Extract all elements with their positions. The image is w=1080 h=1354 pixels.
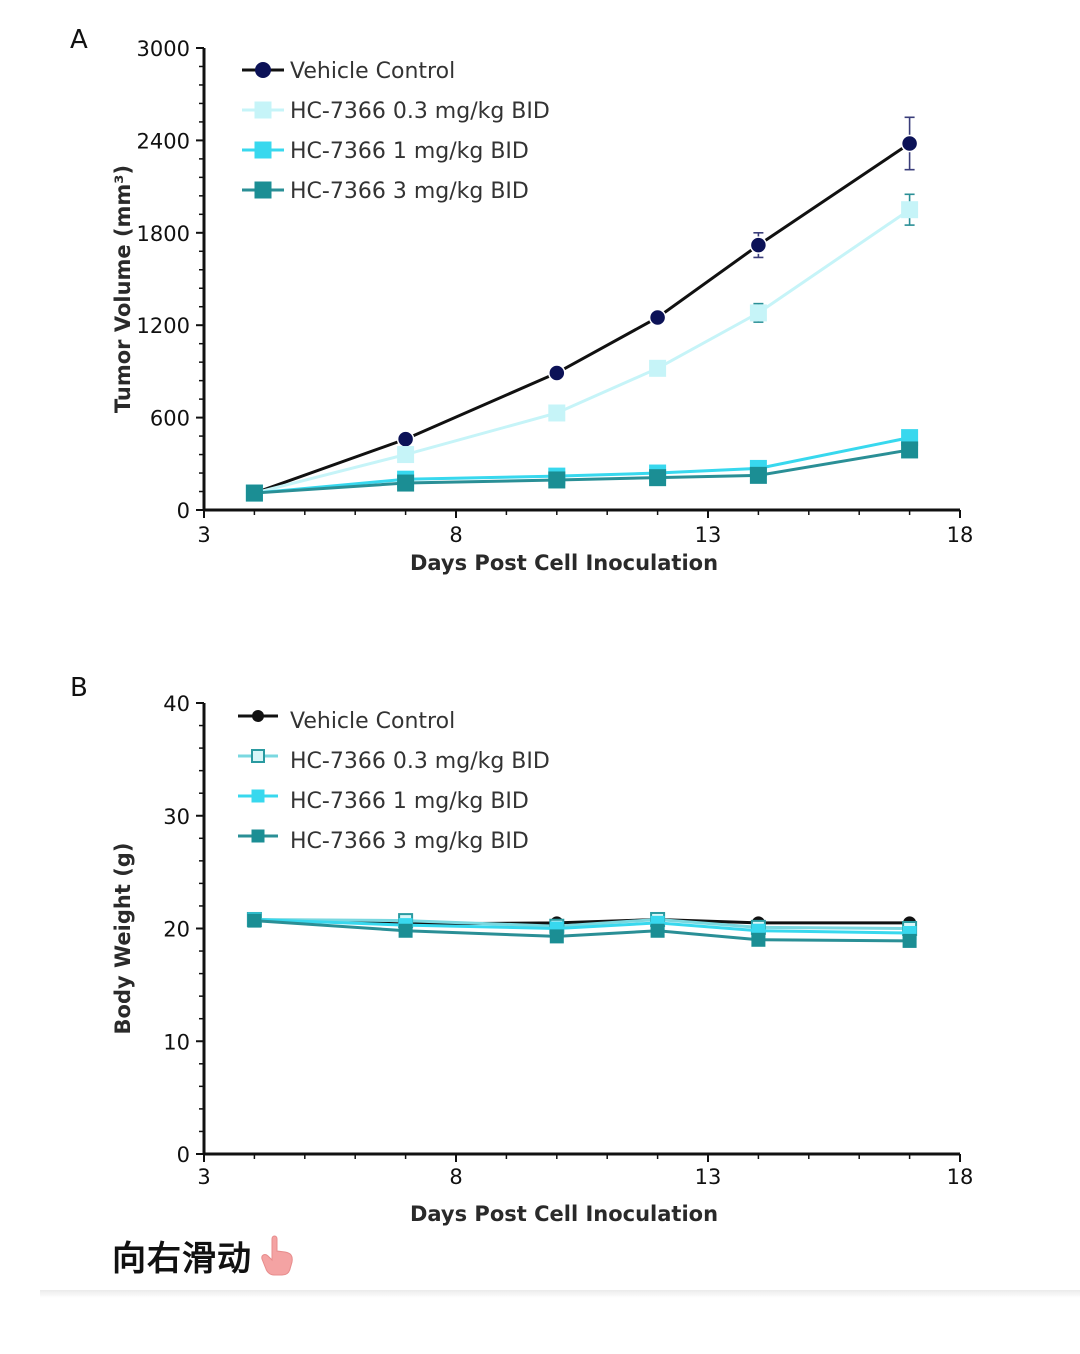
legend-marker <box>254 101 272 119</box>
panel-label: B <box>70 673 88 703</box>
legend-entry-vehicle-control: Vehicle Control <box>242 59 455 84</box>
legend-label: Vehicle Control <box>290 59 455 84</box>
x-tick-label: 8 <box>449 523 462 547</box>
y-tick-label: 3000 <box>137 37 190 61</box>
series-line <box>254 919 910 943</box>
data-point <box>549 929 564 944</box>
legend-entry-hc-7366-0-3-mg-kg-bid: HC-7366 0.3 mg/kg BID <box>238 749 550 774</box>
data-point <box>548 404 566 422</box>
data-point <box>548 471 566 489</box>
series-line <box>254 436 910 495</box>
panel-label: A <box>70 25 88 55</box>
legend-label: HC-7366 0.3 mg/kg BID <box>290 99 550 124</box>
legend-marker <box>252 710 264 722</box>
data-point <box>749 466 767 484</box>
legend-entry-hc-7366-3-mg-kg-bid: HC-7366 3 mg/kg BID <box>242 179 529 204</box>
x-tick-label: 8 <box>449 1165 462 1189</box>
series-hc-7366-3-mg-kg-bid <box>247 913 917 948</box>
x-tick-label: 3 <box>197 523 210 547</box>
y-tick-label: 0 <box>177 499 190 523</box>
swipe-hint-text: 向右滑动 <box>112 1238 252 1279</box>
legend-label: HC-7366 1 mg/kg BID <box>290 139 529 164</box>
legend-marker <box>251 789 265 803</box>
data-point <box>901 201 919 219</box>
bottom-divider <box>40 1290 1080 1298</box>
chart-panel-b: B 0 10 20 30 40 3 8 13 18 Days Post Cell Inoculati… <box>70 673 973 1226</box>
data-point <box>902 933 917 948</box>
data-point <box>397 474 415 492</box>
data-point <box>751 932 766 947</box>
series-line <box>254 917 910 935</box>
y-tick-label: 20 <box>163 918 190 942</box>
legend-entry-hc-7366-3-mg-kg-bid: HC-7366 3 mg/kg BID <box>238 829 529 854</box>
y-axis-title: Tumor Volume (mm³) <box>111 165 135 413</box>
data-point <box>396 430 415 448</box>
series-line <box>254 208 911 495</box>
legend-marker <box>255 62 271 78</box>
data-point <box>901 441 919 459</box>
legend-label: HC-7366 3 mg/kg BID <box>290 179 529 204</box>
data-point <box>650 923 665 938</box>
y-tick-label: 600 <box>150 407 190 431</box>
y-tick-label: 40 <box>163 692 190 716</box>
legend-marker <box>251 829 265 843</box>
legend-label: HC-7366 3 mg/kg BID <box>290 829 529 854</box>
x-tick-label: 3 <box>197 1165 210 1189</box>
legend-label: HC-7366 1 mg/kg BID <box>290 789 529 814</box>
data-point <box>397 446 415 464</box>
data-point <box>749 236 768 254</box>
legend-marker <box>251 749 265 763</box>
data-point <box>649 469 667 487</box>
x-axis-title: Days Post Cell Inoculation <box>410 551 718 575</box>
y-tick-label: 1800 <box>137 222 190 246</box>
data-point <box>247 913 262 928</box>
x-tick-label: 18 <box>947 1165 974 1189</box>
data-point <box>245 484 263 502</box>
y-tick-label: 10 <box>163 1030 190 1054</box>
pointing-hand-icon <box>261 1235 293 1276</box>
y-tick-label: 0 <box>177 1143 190 1167</box>
legend-marker <box>254 181 272 199</box>
legend-label: HC-7366 0.3 mg/kg BID <box>290 749 550 774</box>
legend-marker <box>254 141 272 159</box>
data-point <box>648 308 667 327</box>
y-axis-title: Body Weight (g) <box>111 843 135 1035</box>
legend-entry-hc-7366-1-mg-kg-bid: HC-7366 1 mg/kg BID <box>238 789 529 814</box>
y-tick-label: 1200 <box>137 314 190 338</box>
x-tick-label: 18 <box>947 523 974 547</box>
data-point <box>548 364 566 382</box>
series-hc-7366-3-mg-kg-bid <box>245 441 919 502</box>
legend-label: Vehicle Control <box>290 709 455 734</box>
swipe-hint[interactable]: 向右滑动 <box>112 1232 298 1279</box>
data-point <box>649 359 667 377</box>
legend-entry-vehicle-control: Vehicle Control <box>238 709 455 734</box>
legend-entry-hc-7366-1-mg-kg-bid: HC-7366 1 mg/kg BID <box>242 139 529 164</box>
x-tick-label: 13 <box>695 1165 722 1189</box>
chart-panel-a: A 0 600 1200 1800 2400 3000 3 8 13 18 Days Post Cel… <box>70 25 973 575</box>
series-vehicle-control <box>245 116 919 502</box>
x-axis-title: Days Post Cell Inoculation <box>410 1202 718 1226</box>
data-point <box>749 304 767 322</box>
data-point <box>398 923 413 938</box>
series-hc-7366-0-3-mg-kg-bid <box>245 193 919 502</box>
x-tick-label: 13 <box>695 523 722 547</box>
series-line <box>253 142 911 495</box>
series-line <box>254 448 910 495</box>
legend-entry-hc-7366-0-3-mg-kg-bid: HC-7366 0.3 mg/kg BID <box>242 99 550 124</box>
y-tick-label: 30 <box>163 805 190 829</box>
data-point <box>900 134 919 153</box>
series-line <box>254 917 910 930</box>
y-tick-label: 2400 <box>137 129 190 153</box>
